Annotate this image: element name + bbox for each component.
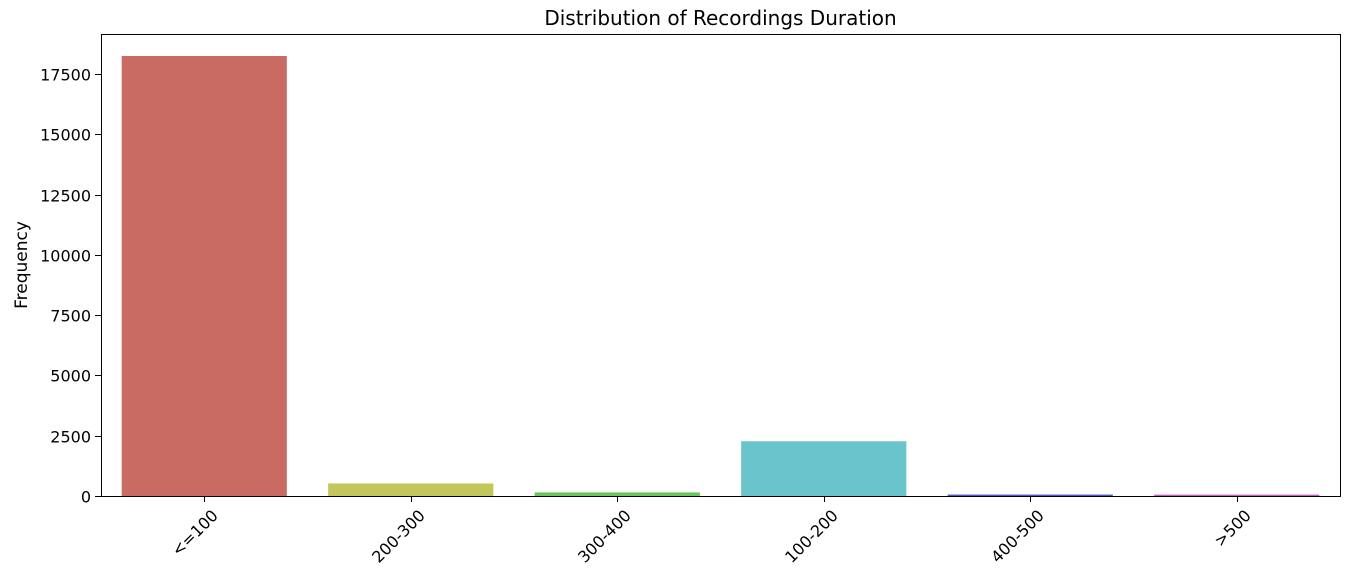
x-tick-label: 200-300 (368, 506, 429, 567)
y-tick-label: 12500 (40, 187, 91, 206)
x-tick-label: <=100 (168, 506, 222, 560)
y-tick-label: 17500 (40, 66, 91, 85)
x-tick-label: 300-400 (574, 506, 635, 567)
bar-5 (1154, 494, 1320, 496)
chart-title: Distribution of Recordings Duration (544, 6, 896, 30)
y-tick-label: 10000 (40, 247, 91, 266)
plot-frame (101, 34, 1341, 497)
y-tick-label: 5000 (50, 367, 91, 386)
x-axis-ticks: <=100 200-300 300-400 100-200 400-500 >500 (168, 496, 1255, 567)
y-axis-label: Frequency (12, 221, 32, 309)
y-axis-ticks: 0 2500 5000 7500 10000 12500 15000 17500 (40, 66, 101, 507)
bar-1 (328, 483, 494, 496)
bar-2 (534, 492, 700, 496)
bars-group (121, 55, 1320, 496)
y-tick-label: 15000 (40, 126, 91, 145)
bar-0 (121, 55, 287, 496)
y-tick-label: 7500 (50, 307, 91, 326)
bar-3 (741, 441, 907, 496)
y-tick-label: 0 (81, 488, 91, 507)
y-tick-label: 2500 (50, 428, 91, 447)
bar-4 (947, 494, 1113, 496)
x-tick-label: >500 (1210, 506, 1255, 551)
x-tick-label: 100-200 (781, 506, 842, 567)
x-tick-label: 400-500 (987, 506, 1048, 567)
